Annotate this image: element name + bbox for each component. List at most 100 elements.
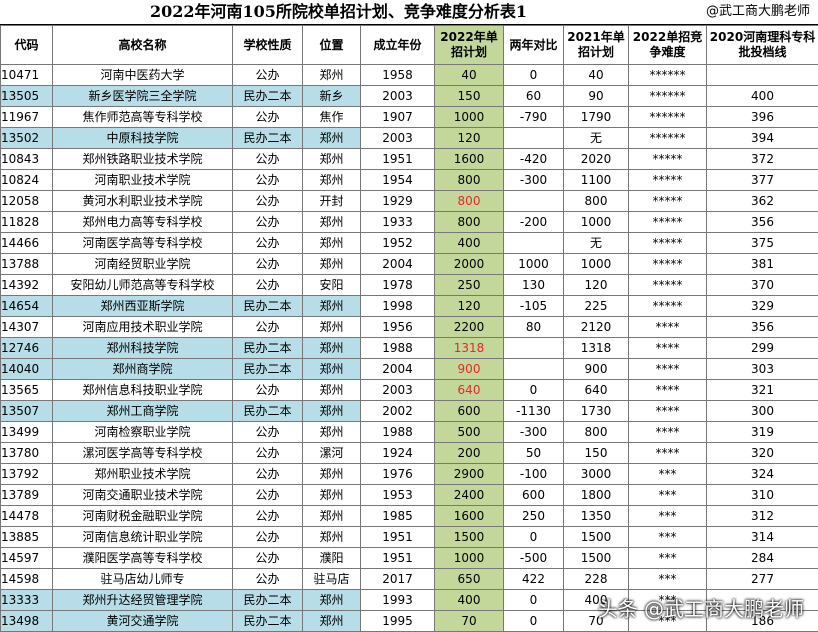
table-cell: *** (629, 464, 707, 485)
table-cell: 650 (435, 569, 504, 590)
table-cell: 漯河医学高等专科学校 (53, 443, 233, 464)
table-cell: 2003 (361, 128, 435, 149)
table-cell (504, 191, 564, 212)
table-cell: 郑州升达经贸管理学院 (53, 590, 233, 611)
table-cell: 120 (435, 128, 504, 149)
table-cell: 150 (435, 86, 504, 107)
table-cell: 14392 (1, 275, 53, 296)
table-cell: 70 (435, 611, 504, 632)
table-cell: 无 (564, 128, 629, 149)
table-cell (504, 359, 564, 380)
table-cell: 2900 (435, 464, 504, 485)
table-cell: 郑州 (303, 149, 361, 170)
table-cell: ***** (629, 191, 707, 212)
table-cell: 公办 (233, 65, 303, 86)
table-cell: 40 (564, 65, 629, 86)
table-cell: 河南应用技术职业学院 (53, 317, 233, 338)
table-cell: 郑州 (303, 506, 361, 527)
table-cell: 郑州西亚斯学院 (53, 296, 233, 317)
table-cell: 郑州 (303, 401, 361, 422)
table-cell: 中原科技学院 (53, 128, 233, 149)
table-cell: 13780 (1, 443, 53, 464)
table-cell: 1976 (361, 464, 435, 485)
table-cell: ***** (629, 212, 707, 233)
table-cell: 225 (564, 296, 629, 317)
table-cell: 郑州 (303, 128, 361, 149)
table-cell: 无 (564, 233, 629, 254)
table-cell: 河南经贸职业学院 (53, 254, 233, 275)
column-header: 位置 (303, 26, 361, 65)
table-cell: 13499 (1, 422, 53, 443)
table-cell: 800 (564, 191, 629, 212)
table-cell: 14598 (1, 569, 53, 590)
table-cell: 开封 (303, 191, 361, 212)
table-cell: -100 (504, 464, 564, 485)
table-cell: 640 (435, 380, 504, 401)
table-cell: 1500 (435, 527, 504, 548)
table-cell: 公办 (233, 317, 303, 338)
table-cell: 郑州 (303, 317, 361, 338)
table-cell: 河南检察职业学院 (53, 422, 233, 443)
table-cell: 公办 (233, 464, 303, 485)
table-cell: 12746 (1, 338, 53, 359)
table-cell: 130 (504, 275, 564, 296)
table-cell: 郑州 (303, 170, 361, 191)
table-cell: 10824 (1, 170, 53, 191)
table-cell: 郑州 (303, 338, 361, 359)
table-cell: *** (629, 527, 707, 548)
column-header: 代码 (1, 26, 53, 65)
table-cell: 2020 (564, 149, 629, 170)
table-cell: 1000 (435, 107, 504, 128)
table-cell: 郑州职业技术学院 (53, 464, 233, 485)
table-cell: -500 (504, 548, 564, 569)
table-cell: 800 (564, 422, 629, 443)
table-cell: 900 (564, 359, 629, 380)
table-cell: 河南交通职业技术学院 (53, 485, 233, 506)
table-cell: 329 (707, 296, 818, 317)
table-cell: 公办 (233, 422, 303, 443)
table-cell: 300 (707, 401, 818, 422)
table-cell: 800 (435, 191, 504, 212)
table-cell: 公办 (233, 275, 303, 296)
table-cell: 1924 (361, 443, 435, 464)
table-cell: 1995 (361, 611, 435, 632)
table-cell: 0 (504, 65, 564, 86)
table-cell: 303 (707, 359, 818, 380)
table-cell: 民办二本 (233, 128, 303, 149)
table-cell: 郑州信息科技职业学院 (53, 380, 233, 401)
table-cell: 1929 (361, 191, 435, 212)
table-cell: 1318 (435, 338, 504, 359)
table-cell: 1100 (564, 170, 629, 191)
table-cell: 安阳 (303, 275, 361, 296)
table-cell: -300 (504, 170, 564, 191)
table-cell: ***** (629, 170, 707, 191)
table-cell: 321 (707, 380, 818, 401)
table-cell: 2004 (361, 254, 435, 275)
table-cell: 200 (435, 443, 504, 464)
table-cell: 1951 (361, 548, 435, 569)
table-cell: 民办二本 (233, 86, 303, 107)
table-cell: 0 (504, 611, 564, 632)
table-cell: 1000 (435, 548, 504, 569)
table-cell: 郑州 (303, 422, 361, 443)
table-cell: 1951 (361, 527, 435, 548)
table-cell: 公办 (233, 149, 303, 170)
table-cell: ***** (629, 233, 707, 254)
table-cell: 13498 (1, 611, 53, 632)
table-cell: 民办二本 (233, 611, 303, 632)
table-cell: 396 (707, 107, 818, 128)
table-cell: 600 (504, 485, 564, 506)
title-bar: 2022年河南105所院校单招计划、竞争难度分析表1 @武工商大鹏老师 (0, 0, 818, 25)
table-cell: 黄河水利职业技术学院 (53, 191, 233, 212)
table-cell: ****** (629, 65, 707, 86)
table-cell: 299 (707, 338, 818, 359)
table-cell: 13792 (1, 464, 53, 485)
